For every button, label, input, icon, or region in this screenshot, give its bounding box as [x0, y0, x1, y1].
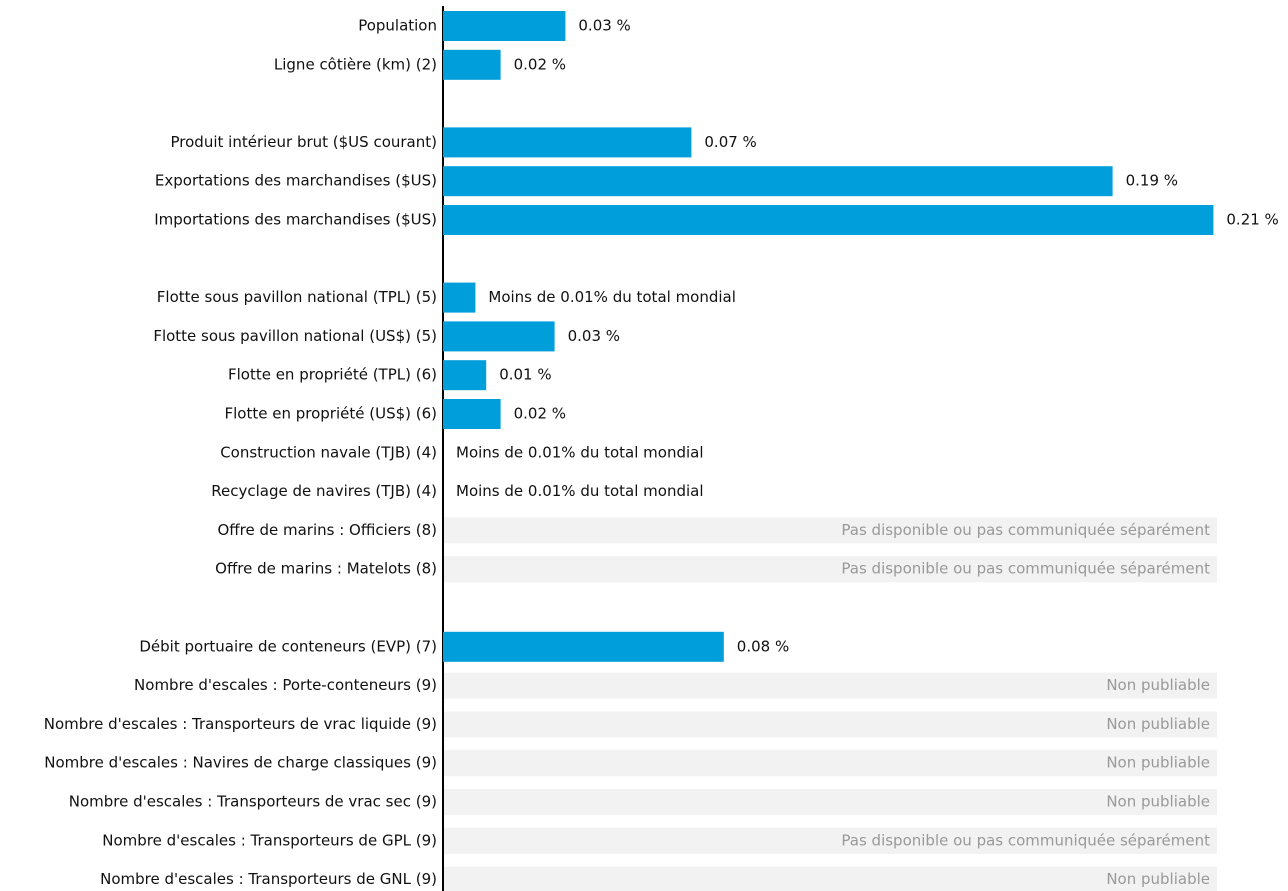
category-label: Exportations des marchandises ($US)	[155, 172, 437, 190]
value-label: 0.19 %	[1126, 172, 1178, 190]
category-label: Flotte sous pavillon national (TPL) (5)	[157, 288, 437, 306]
na-label: Non publiable	[1106, 676, 1210, 694]
value-label: 0.01 %	[499, 366, 551, 384]
bar	[443, 205, 1214, 235]
na-label: Pas disponible ou pas communiquée séparé…	[841, 560, 1210, 578]
bar	[443, 11, 566, 41]
value-label: 0.03 %	[568, 327, 620, 345]
category-label: Nombre d'escales : Transporteurs de vrac…	[44, 715, 437, 733]
bar	[443, 282, 476, 313]
na-band	[444, 711, 1217, 738]
bar	[443, 127, 692, 158]
value-label: 0.21 %	[1226, 211, 1278, 229]
value-label: Moins de 0.01% du total mondial	[456, 482, 704, 500]
value-label: 0.02 %	[514, 55, 566, 73]
value-label: Moins de 0.01% du total mondial	[456, 443, 704, 461]
na-label: Pas disponible ou pas communiquée séparé…	[841, 521, 1210, 539]
value-label: 0.07 %	[704, 133, 756, 151]
category-label: Importations des marchandises ($US)	[154, 211, 437, 229]
value-label: Moins de 0.01% du total mondial	[488, 288, 736, 306]
category-label: Flotte sous pavillon national (US$) (5)	[153, 327, 437, 345]
category-label: Construction navale (TJB) (4)	[220, 443, 437, 461]
bar	[443, 360, 487, 391]
category-label: Offre de marins : Officiers (8)	[218, 521, 438, 539]
na-band	[444, 750, 1217, 777]
bar	[443, 49, 501, 80]
category-label: Nombre d'escales : Transporteurs de GNL …	[100, 870, 437, 888]
value-label: 0.03 %	[578, 17, 630, 35]
value-label: 0.02 %	[514, 405, 566, 423]
category-label: Nombre d'escales : Navires de charge cla…	[44, 754, 437, 772]
category-label: Nombre d'escales : Transporteurs de GPL …	[102, 831, 437, 849]
category-label: Flotte en propriété (TPL) (6)	[228, 366, 437, 384]
category-label: Population	[358, 17, 437, 35]
na-label: Pas disponible ou pas communiquée séparé…	[841, 831, 1210, 849]
bar	[443, 399, 501, 429]
category-label: Ligne côtière (km) (2)	[274, 55, 437, 73]
na-label: Non publiable	[1106, 715, 1210, 733]
category-label: Produit intérieur brut ($US courant)	[171, 133, 437, 151]
category-label: Recyclage de navires (TJB) (4)	[211, 482, 437, 500]
na-label: Non publiable	[1106, 754, 1210, 772]
na-label: Non publiable	[1106, 793, 1210, 811]
bar	[443, 631, 724, 662]
value-label: 0.08 %	[737, 637, 789, 655]
category-label: Nombre d'escales : Transporteurs de vrac…	[69, 793, 437, 811]
na-band	[444, 789, 1217, 815]
category-label: Nombre d'escales : Porte-conteneurs (9)	[134, 676, 437, 694]
bar	[443, 166, 1113, 197]
na-band	[444, 672, 1217, 699]
na-label: Non publiable	[1106, 870, 1210, 888]
category-label: Offre de marins : Matelots (8)	[215, 560, 437, 578]
bar	[443, 321, 555, 352]
na-band	[444, 827, 1217, 854]
category-label: Débit portuaire de conteneurs (EVP) (7)	[139, 637, 437, 655]
na-band	[444, 517, 1217, 544]
na-band	[444, 866, 1217, 891]
na-band	[444, 556, 1217, 583]
category-label: Flotte en propriété (US$) (6)	[225, 405, 438, 423]
